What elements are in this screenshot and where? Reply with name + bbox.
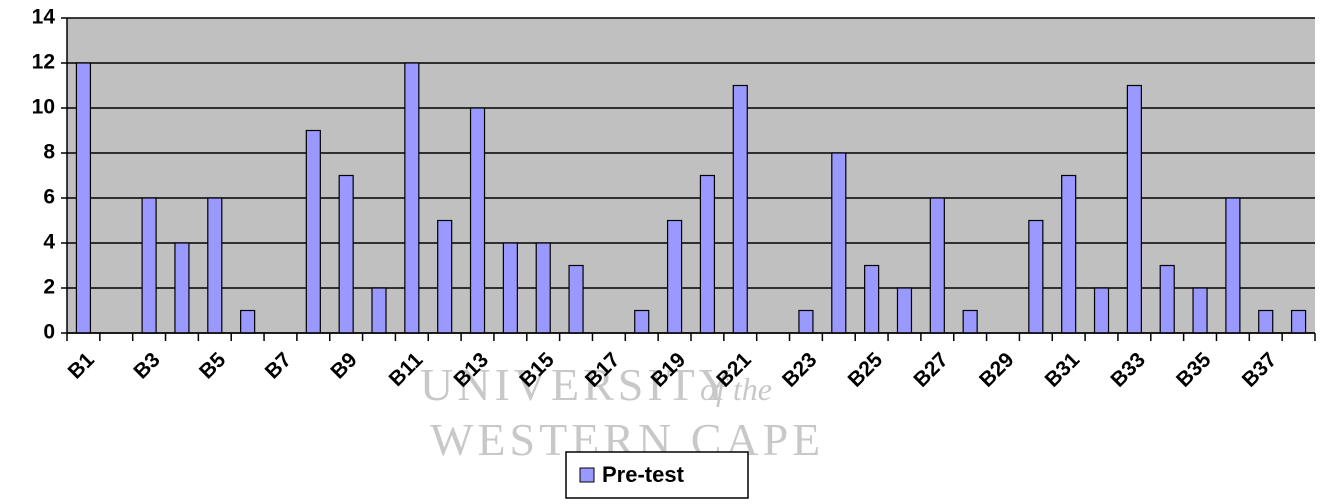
watermark: of the [700,371,772,407]
y-tick-label: 4 [43,231,55,254]
bar [404,62,420,334]
bar [371,287,387,334]
y-tick-label: 12 [32,51,55,74]
bar [535,242,551,334]
bar [896,287,913,334]
bar [141,197,157,334]
bar [699,174,716,334]
x-tick-label: B27 [909,348,953,392]
x-tick-label: B25 [844,348,888,392]
bar [502,242,518,334]
bar [75,62,92,334]
plot-area [67,18,1315,333]
x-tick-label: B1 [64,348,99,383]
x-tick-label: B5 [195,348,230,383]
legend-swatch [579,467,595,483]
x-tick-label: B3 [129,348,164,383]
bar [831,152,847,334]
bar [240,309,256,334]
x-tick-label: B9 [326,348,361,383]
x-tick-label: B33 [1106,348,1150,392]
bar [732,84,748,334]
bar [1028,219,1044,334]
bar [469,107,486,334]
x-tick-label: B37 [1238,348,1282,392]
bar [338,174,354,334]
watermark: UNIVERSITY [420,359,736,410]
y-tick-label: 10 [32,96,55,119]
legend-box [565,451,749,499]
bar [634,309,650,334]
x-tick-label: B35 [1172,348,1216,392]
x-tick-label: B29 [975,348,1019,392]
bar [1061,174,1077,334]
x-tick-label: B7 [261,348,296,383]
bar [798,309,814,334]
x-tick-label: B23 [778,348,822,392]
bar [305,129,321,334]
bar [1225,197,1241,334]
bar [962,309,978,334]
bar [207,197,223,334]
x-tick-label: B31 [1041,348,1085,392]
bar [1258,309,1274,334]
bar [1093,287,1110,334]
bar [666,219,683,334]
y-tick-label: 0 [43,321,55,344]
y-tick-label: 6 [43,186,55,209]
bar [1192,287,1208,334]
legend-label: Pre-test [602,462,685,487]
bar [864,264,880,334]
bar [174,242,190,334]
bar [1159,264,1175,334]
bar [929,197,945,334]
y-tick-label: 8 [43,141,55,164]
y-tick-label: 14 [32,6,56,29]
bar [1290,309,1307,334]
y-tick-label: 2 [43,276,55,299]
bar [1126,84,1142,334]
bar [437,219,453,334]
bar [568,264,584,334]
